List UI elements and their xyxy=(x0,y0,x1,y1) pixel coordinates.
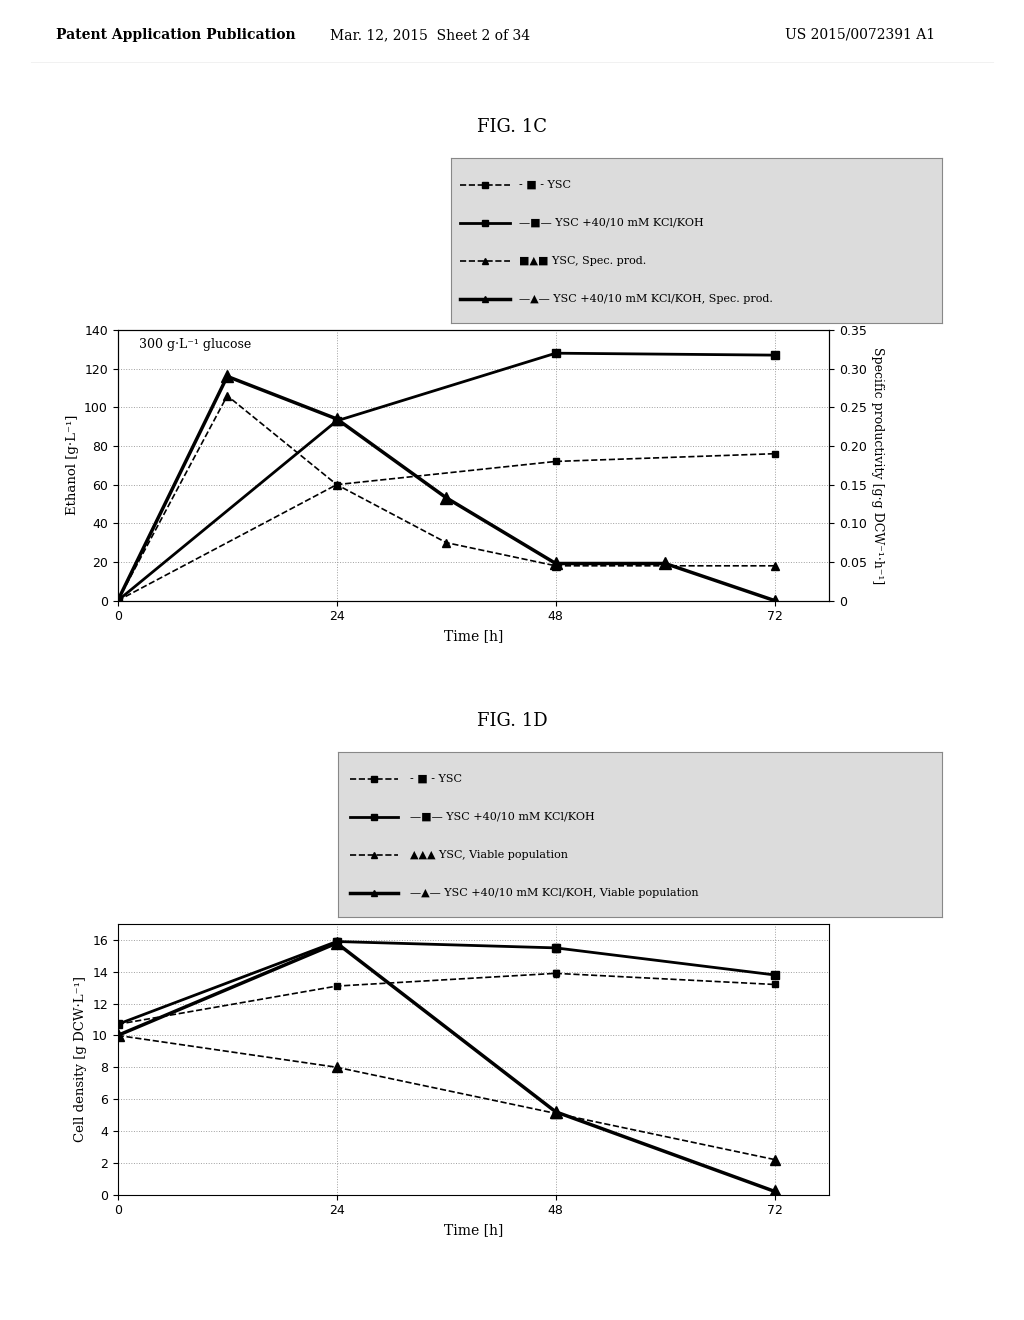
Text: ■▲■ YSC, Spec. prod.: ■▲■ YSC, Spec. prod. xyxy=(519,256,646,265)
Text: US 2015/0072391 A1: US 2015/0072391 A1 xyxy=(785,28,935,42)
X-axis label: Time [h]: Time [h] xyxy=(444,1222,503,1237)
Text: —■— YSC +40/10 mM KCl/KOH: —■— YSC +40/10 mM KCl/KOH xyxy=(411,812,595,822)
Text: Patent Application Publication: Patent Application Publication xyxy=(56,28,296,42)
Text: - ■ - YSC: - ■ - YSC xyxy=(411,774,463,784)
Text: - ■ - YSC: - ■ - YSC xyxy=(519,180,571,190)
Text: Mar. 12, 2015  Sheet 2 of 34: Mar. 12, 2015 Sheet 2 of 34 xyxy=(330,28,530,42)
Text: —■— YSC +40/10 mM KCl/KOH: —■— YSC +40/10 mM KCl/KOH xyxy=(519,218,705,228)
Text: —▲— YSC +40/10 mM KCl/KOH, Spec. prod.: —▲— YSC +40/10 mM KCl/KOH, Spec. prod. xyxy=(519,293,773,304)
Text: FIG. 1C: FIG. 1C xyxy=(477,117,547,136)
Text: 300 g·L⁻¹ glucose: 300 g·L⁻¹ glucose xyxy=(139,338,251,351)
Text: FIG. 1D: FIG. 1D xyxy=(477,711,547,730)
Y-axis label: Ethanol [g·L⁻¹]: Ethanol [g·L⁻¹] xyxy=(66,414,79,516)
Text: —▲— YSC +40/10 mM KCl/KOH, Viable population: —▲— YSC +40/10 mM KCl/KOH, Viable popula… xyxy=(411,887,699,898)
X-axis label: Time [h]: Time [h] xyxy=(444,628,503,643)
Y-axis label: Specific productivity [g·g DCW⁻¹·h⁻¹]: Specific productivity [g·g DCW⁻¹·h⁻¹] xyxy=(870,347,884,583)
Text: ▲▲▲ YSC, Viable population: ▲▲▲ YSC, Viable population xyxy=(411,850,568,859)
Y-axis label: Cell density [g DCW·L⁻¹]: Cell density [g DCW·L⁻¹] xyxy=(74,977,87,1142)
